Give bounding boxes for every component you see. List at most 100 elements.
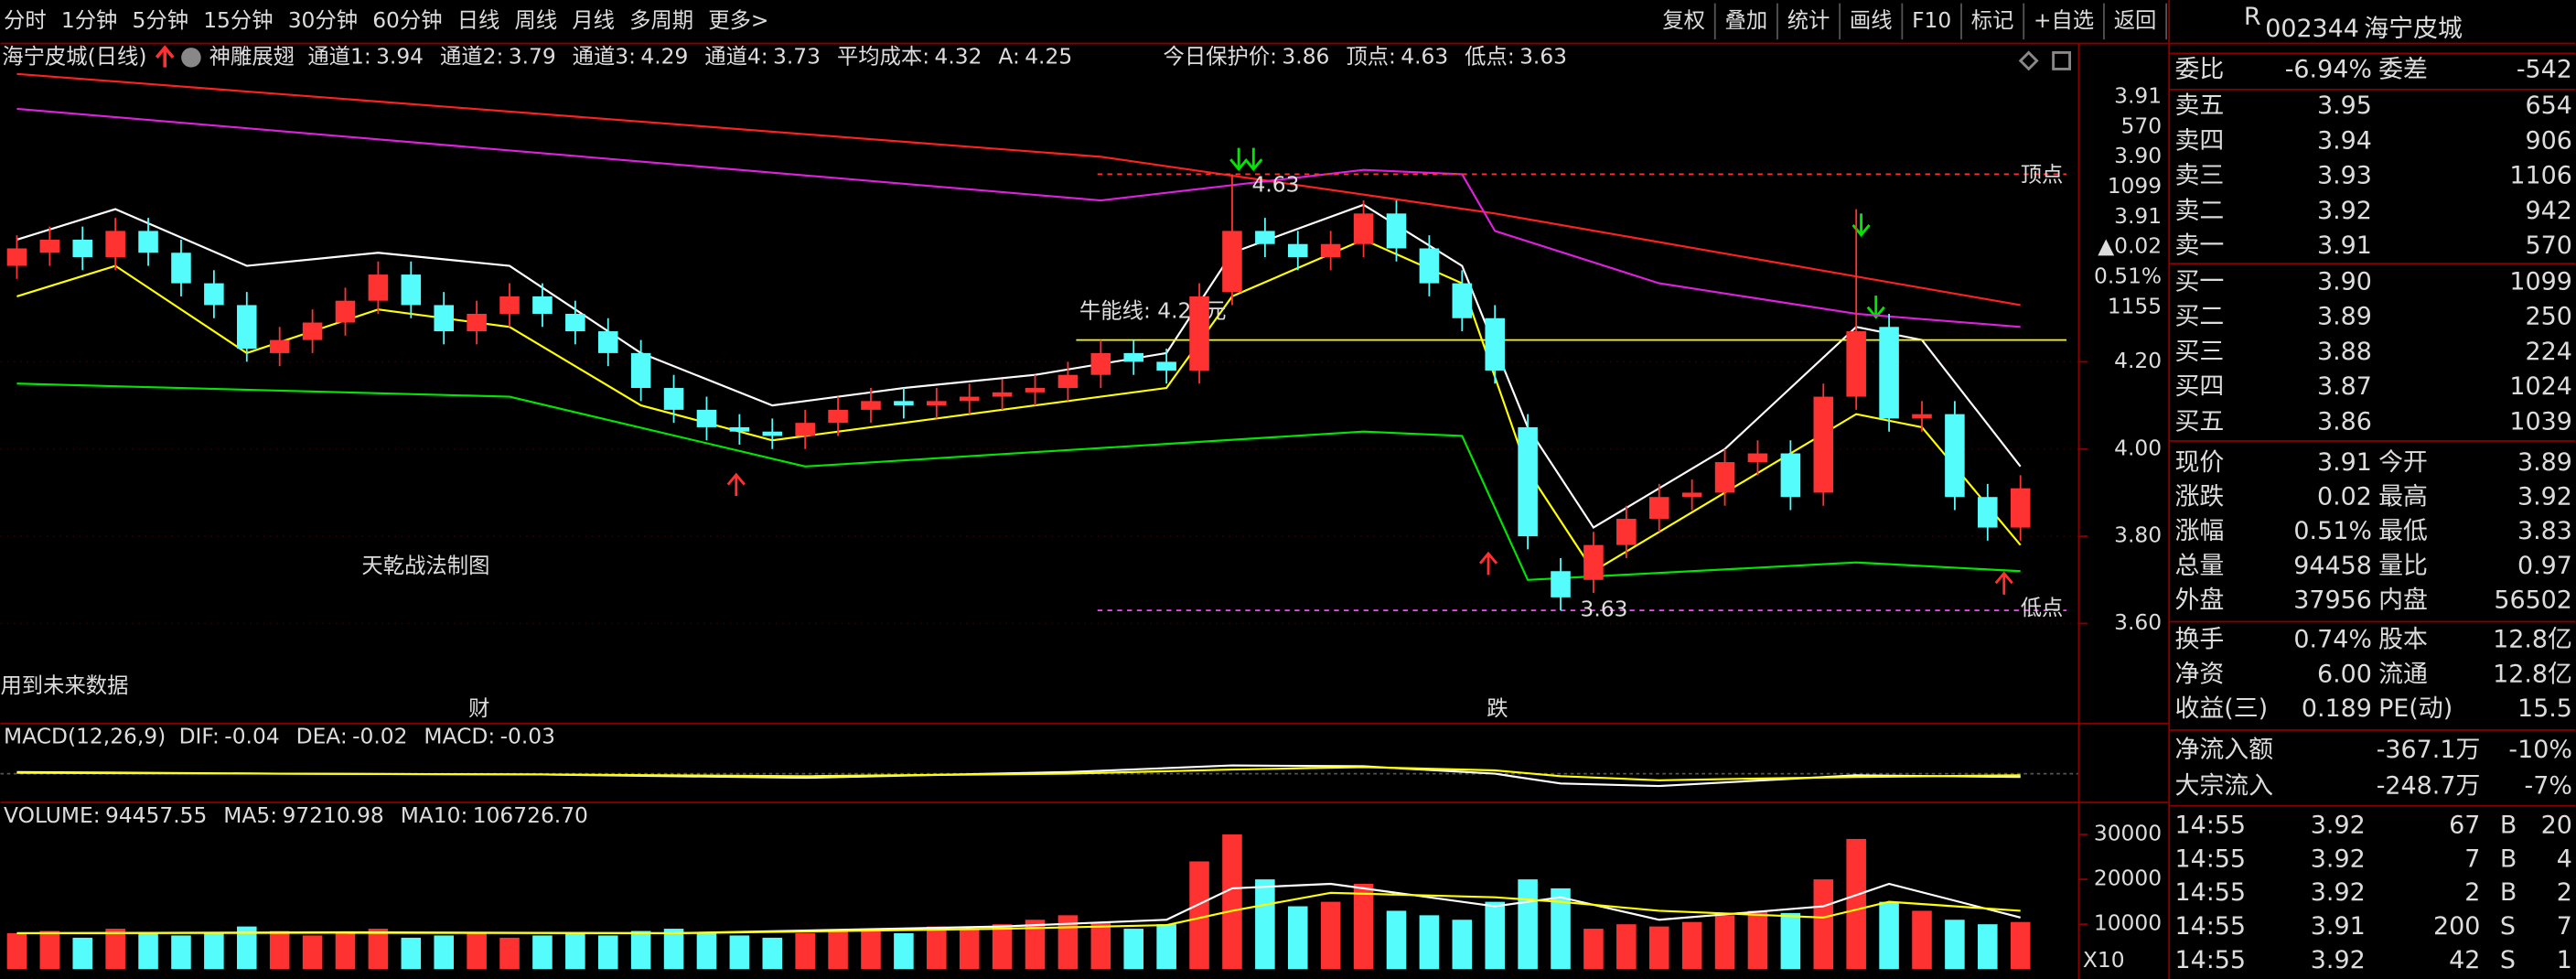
volume-bar — [1780, 912, 1801, 970]
period-tab[interactable]: 30分钟 — [288, 7, 358, 33]
y-tick-label: 30000 — [2094, 821, 2162, 846]
security-label: 海宁皮城(日线) — [2, 43, 146, 69]
period-tab[interactable]: 多周期 — [629, 7, 693, 33]
book-volume: 1039 — [2509, 407, 2571, 436]
volume-bar — [1452, 920, 1473, 970]
flow-label: 净流入额 — [2174, 736, 2273, 764]
period-tab[interactable]: 分时 — [4, 7, 47, 33]
volume-bar — [1189, 861, 1209, 970]
candle-body — [1747, 453, 1768, 463]
menu-icon[interactable] — [181, 48, 201, 68]
field-label: 最低 — [2378, 517, 2428, 545]
book-volume: 1024 — [2509, 372, 2571, 401]
candle-body — [401, 274, 422, 306]
trade-volume: 67 — [2449, 812, 2480, 840]
volume-bar — [1386, 910, 1407, 970]
candle-body — [1518, 426, 1538, 537]
diamond-icon[interactable] — [2018, 50, 2039, 71]
volume-bar — [302, 935, 323, 970]
field-label: 流通 — [2378, 660, 2428, 688]
volume-bar — [1846, 838, 1866, 970]
tool-button[interactable]: 画线 — [1850, 7, 1893, 33]
volume-bar — [1518, 879, 1538, 970]
tool-button[interactable]: +自选 — [2034, 7, 2094, 33]
param-value: 3.86 — [1282, 43, 1329, 69]
candle-body — [72, 239, 93, 258]
volume-bar — [927, 926, 947, 970]
volume-bar — [138, 932, 158, 970]
field-label: 今开 — [2378, 448, 2428, 477]
book-label: 买二 — [2174, 303, 2224, 331]
scale-label: X10 — [2083, 947, 2125, 973]
sell-arrow — [1229, 147, 1249, 172]
period-tab[interactable]: 更多> — [708, 7, 768, 33]
period-tab[interactable]: 日线 — [457, 7, 500, 33]
period-tab[interactable]: 周线 — [515, 7, 558, 33]
volume-bar — [597, 935, 618, 970]
volume-bar — [1714, 915, 1735, 970]
tool-button[interactable]: 复权 — [1662, 7, 1705, 33]
book-label: 卖三 — [2174, 162, 2224, 190]
book-volume: 570 — [2526, 231, 2572, 260]
field-value: 3.91 — [2317, 448, 2372, 477]
book-label: 买五 — [2174, 407, 2224, 436]
axis-readout: 3.91 — [2114, 203, 2162, 229]
volume-bar — [1813, 879, 1834, 970]
tool-button[interactable]: F10 — [1912, 7, 1951, 33]
channel-line — [16, 72, 2021, 307]
field-label: 收益(三) — [2174, 694, 2268, 723]
field-label: 换手 — [2174, 626, 2224, 654]
param-label: MA10: — [401, 802, 468, 828]
axis-readout: 570 — [2121, 113, 2163, 138]
field-value: 56502 — [2494, 586, 2572, 615]
param-value: 4.29 — [640, 43, 688, 69]
y-tick-label: 3.80 — [2114, 522, 2162, 548]
trade-time: 14:55 — [2174, 912, 2246, 941]
candle-body — [171, 253, 191, 284]
period-tab[interactable]: 60分钟 — [372, 7, 442, 33]
tool-button[interactable]: 统计 — [1787, 7, 1830, 33]
volume-bar — [1879, 901, 1899, 970]
annotation: 天乾战法制图 — [361, 553, 489, 578]
window-icon[interactable] — [2052, 51, 2071, 70]
volume-bar — [1288, 906, 1308, 970]
volume-bar — [237, 926, 257, 970]
param-value: 4.25 — [1025, 43, 1072, 69]
param-label: MACD: — [424, 724, 495, 749]
volume-bar — [1057, 915, 1079, 970]
field-label: 量比 — [2378, 552, 2428, 580]
volume-bar — [171, 935, 191, 970]
volume-bar — [1616, 924, 1637, 970]
trade-count: 4 — [2557, 845, 2572, 873]
field-value: 3.83 — [2517, 517, 2572, 545]
volume-ma — [16, 891, 2021, 935]
volume-bar — [959, 929, 980, 970]
volume-bar — [1353, 883, 1374, 970]
param-label: 顶点: — [1346, 43, 1396, 69]
annotation: 财 — [468, 695, 489, 721]
peak-label: 顶点 — [2021, 162, 2064, 188]
period-tab[interactable]: 月线 — [572, 7, 615, 33]
volume-bar — [1912, 910, 1932, 970]
volume-bar — [1583, 929, 1604, 970]
field-label: PE(动) — [2378, 694, 2453, 723]
book-volume: 1099 — [2509, 267, 2571, 296]
axis-readout: 3.91 — [2114, 82, 2162, 108]
period-tab[interactable]: 15分钟 — [203, 7, 273, 33]
param-label: DIF: — [179, 724, 220, 749]
candle-body — [1813, 396, 1834, 493]
candle-body — [927, 401, 947, 406]
period-tab[interactable]: 1分钟 — [61, 7, 117, 33]
period-tab[interactable]: 5分钟 — [133, 7, 188, 33]
trade-side: B — [2500, 878, 2517, 907]
tool-button[interactable]: 标记 — [1971, 7, 2014, 33]
tool-button[interactable]: 叠加 — [1725, 7, 1768, 33]
volume-bar — [828, 931, 848, 970]
field-value: -542 — [2517, 56, 2572, 84]
tool-button[interactable]: 返回 — [2114, 7, 2157, 33]
book-price: 3.89 — [2317, 303, 2372, 331]
field-value: 6.00 — [2317, 660, 2372, 688]
candle-body — [1452, 283, 1473, 318]
flag: R — [2244, 3, 2261, 31]
